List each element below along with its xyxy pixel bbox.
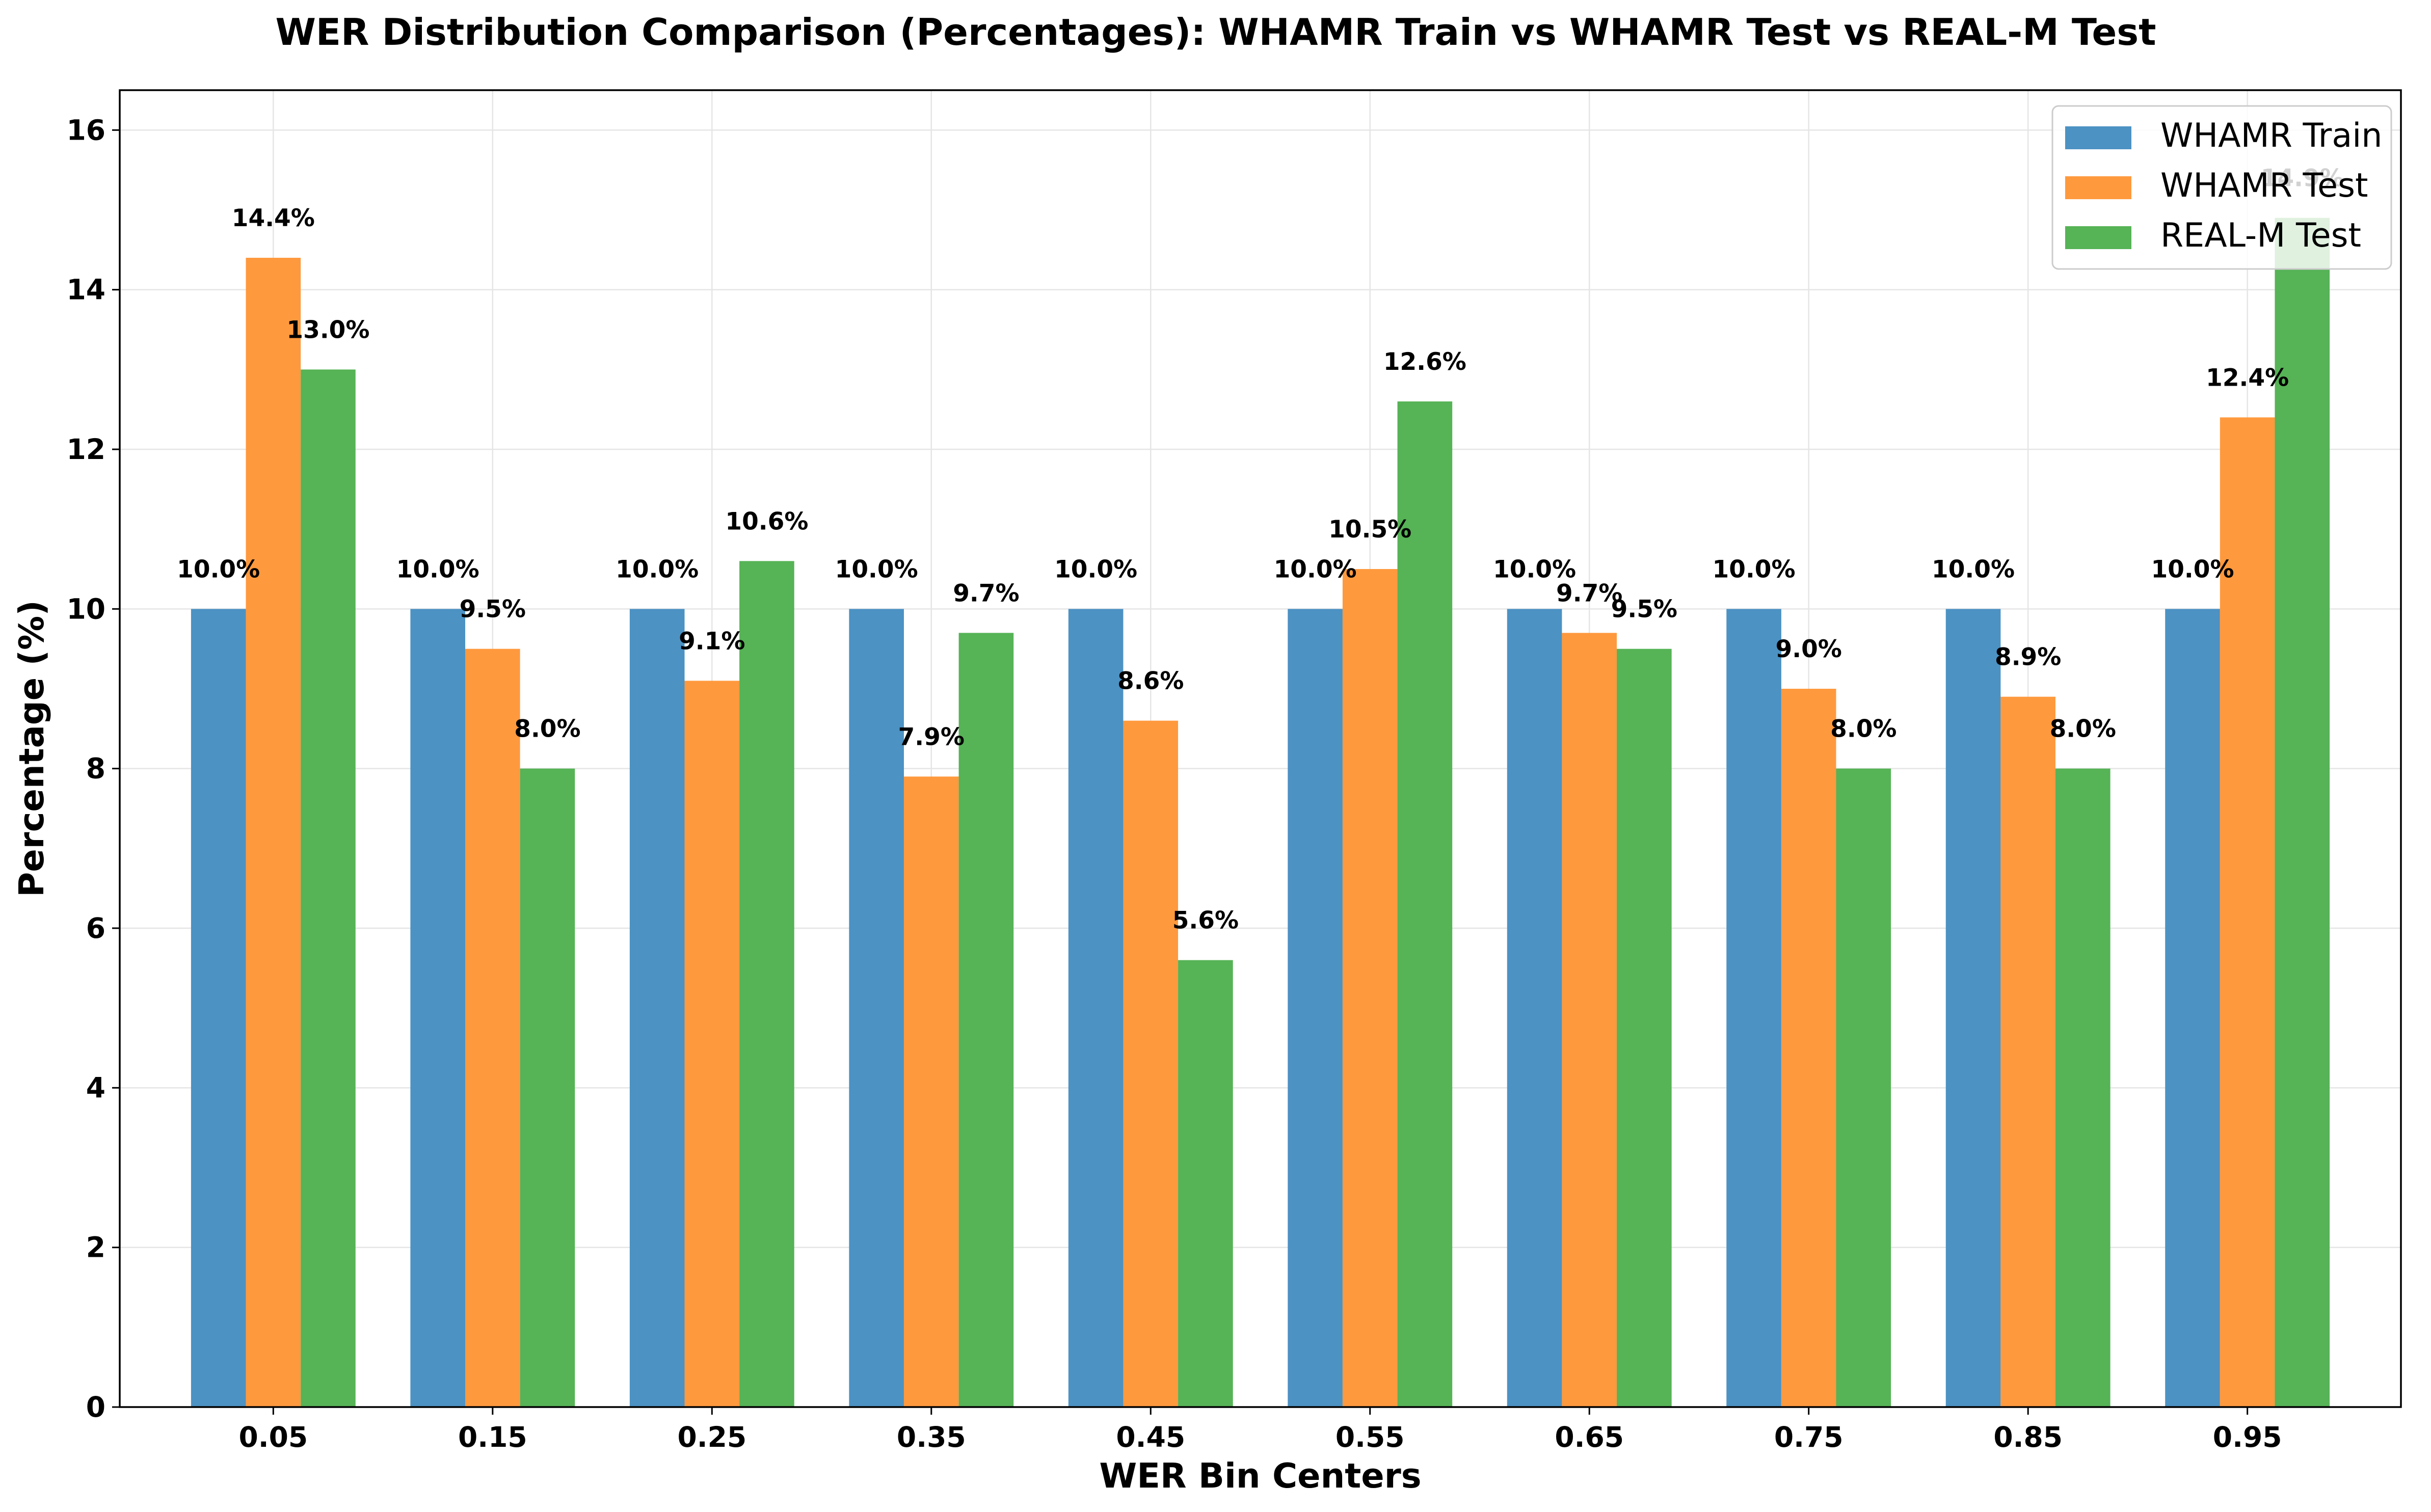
bar-value-label: 9.5% — [1611, 596, 1677, 624]
y-tick-label: 8 — [86, 752, 105, 785]
bar — [629, 609, 685, 1407]
legend-swatch — [2065, 226, 2131, 249]
bar — [520, 768, 575, 1407]
bar-value-label: 8.0% — [514, 715, 580, 743]
bar-value-labels: 10.0% 10.0% 10.0% 10.0% 10.0% 10.0% 10.0% 10.0%… — [177, 165, 2344, 935]
bar — [1562, 633, 1617, 1407]
bar — [410, 609, 466, 1407]
y-tick-label: 6 — [86, 912, 105, 944]
bar-value-label: 9.1% — [679, 627, 745, 655]
x-tick-label: 0.85 — [1993, 1421, 2063, 1453]
bar — [2165, 609, 2220, 1407]
bar — [2055, 768, 2111, 1407]
x-tick-label: 0.25 — [677, 1421, 746, 1453]
legend-box — [2051, 105, 2392, 270]
bar — [684, 681, 740, 1407]
x-tick-label: 0.45 — [1116, 1421, 1185, 1453]
bar — [1123, 720, 1179, 1407]
bar-value-label: 5.6% — [1172, 907, 1239, 935]
x-tick-label: 0.05 — [238, 1421, 308, 1453]
bar — [1288, 609, 1343, 1407]
bar-value-label: 10.0% — [1274, 555, 1357, 583]
y-tick-label: 4 — [86, 1071, 105, 1104]
bar — [1617, 649, 1672, 1407]
bar-value-label: 10.0% — [835, 555, 918, 583]
y-tick-label: 0 — [86, 1391, 105, 1423]
axis-ticks: 0 2 4 6 8 10 12 14 16 0.05 0.15 0.25 0.35 0.45 0.55 0.6… — [66, 114, 2282, 1453]
bars — [191, 218, 2330, 1408]
y-axis-label: Percentage (%) — [12, 600, 51, 897]
x-tick-label: 0.95 — [2213, 1421, 2282, 1453]
bar-value-label: 10.0% — [1713, 555, 1796, 583]
legend-swatch — [2065, 126, 2131, 149]
bar-value-label: 9.7% — [1556, 579, 1622, 607]
legend-swatch — [2065, 176, 2131, 199]
bar-value-label: 10.0% — [1054, 555, 1137, 583]
bar-value-label: 7.9% — [898, 723, 965, 751]
bar-value-label: 10.5% — [1328, 516, 1411, 544]
y-tick-label: 2 — [86, 1231, 105, 1264]
x-tick-label: 0.75 — [1774, 1421, 1844, 1453]
bar — [2220, 417, 2275, 1408]
bar-value-label: 10.0% — [616, 555, 699, 583]
legend-label: WHAMR Train — [2160, 117, 2382, 155]
bar — [1342, 569, 1398, 1407]
legend-label: REAL-M Test — [2160, 217, 2361, 255]
bar — [1068, 609, 1124, 1407]
bar-value-label: 10.6% — [725, 507, 808, 535]
bar — [246, 258, 301, 1407]
bar-value-label: 10.0% — [2151, 555, 2234, 583]
bar — [1836, 768, 1891, 1407]
y-tick-label: 16 — [66, 114, 105, 146]
bar — [1781, 689, 1836, 1407]
bar — [1397, 401, 1453, 1407]
bar-value-label: 12.4% — [2206, 364, 2289, 392]
bar-value-label: 10.0% — [396, 555, 479, 583]
bar — [1945, 609, 2001, 1407]
bar — [2000, 696, 2055, 1407]
bar — [849, 609, 904, 1407]
bar-value-label: 8.0% — [1830, 715, 1896, 743]
bar-value-label: 14.4% — [232, 204, 315, 232]
bar — [191, 609, 246, 1407]
y-tick-label: 10 — [66, 592, 105, 625]
x-tick-label: 0.35 — [897, 1421, 966, 1453]
bar-value-label: 9.0% — [1776, 635, 1842, 663]
bar-value-label: 9.7% — [953, 579, 1019, 607]
legend-label: WHAMR Test — [2160, 167, 2368, 205]
bar-value-label: 8.9% — [1995, 643, 2061, 671]
bar — [903, 776, 959, 1407]
bar-value-label: 10.0% — [1932, 555, 2015, 583]
bar-value-label: 13.0% — [286, 316, 369, 344]
chart-title: WER Distribution Comparison (Percentages… — [275, 11, 2156, 53]
x-tick-label: 0.15 — [458, 1421, 527, 1453]
bar — [465, 649, 520, 1407]
bar — [1507, 609, 1562, 1407]
y-tick-label: 12 — [66, 433, 105, 466]
bar-value-label: 10.0% — [177, 555, 260, 583]
bar — [1726, 609, 1781, 1407]
bar — [2275, 218, 2330, 1407]
x-tick-label: 0.55 — [1335, 1421, 1405, 1453]
bar-value-label: 12.6% — [1383, 348, 1466, 376]
legend: WHAMR Train WHAMR Test REAL-M Test — [2051, 105, 2392, 270]
bar — [301, 369, 356, 1408]
bar — [1178, 960, 1233, 1407]
bar-value-label: 10.0% — [1493, 555, 1576, 583]
bar-value-label: 8.6% — [1117, 667, 1184, 695]
bar — [739, 561, 794, 1407]
bar-value-label: 9.5% — [460, 596, 526, 624]
bar — [958, 633, 1014, 1407]
bar-value-label: 8.0% — [2050, 715, 2116, 743]
plot-frame — [119, 89, 2402, 1408]
y-tick-label: 14 — [66, 274, 105, 306]
x-tick-label: 0.65 — [1555, 1421, 1624, 1453]
x-axis-label: WER Bin Centers — [1099, 1456, 1421, 1496]
